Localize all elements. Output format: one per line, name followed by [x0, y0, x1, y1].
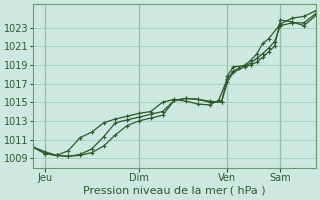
X-axis label: Pression niveau de la mer ( hPa ): Pression niveau de la mer ( hPa )	[83, 186, 266, 196]
